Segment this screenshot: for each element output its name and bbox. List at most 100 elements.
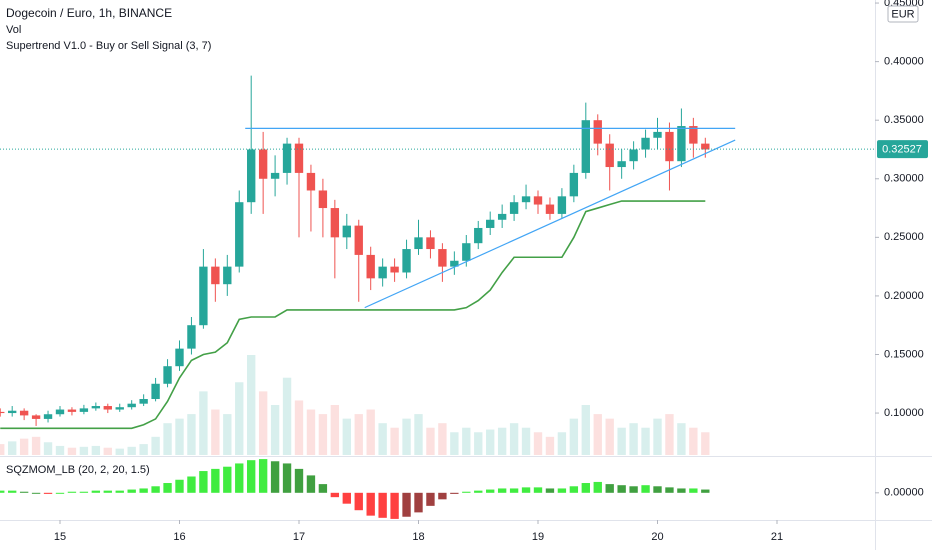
volume-bar (247, 355, 256, 455)
momentum-bar (450, 492, 459, 494)
candle-body (0, 411, 5, 414)
momentum-bar (151, 486, 160, 493)
volume-bar (294, 400, 304, 455)
candle-body (235, 202, 244, 267)
currency: EUR (891, 8, 914, 20)
candle-body (127, 403, 136, 408)
momentum-bar (139, 488, 148, 493)
candle-body (151, 383, 160, 400)
candle-body (677, 126, 686, 162)
y-tick-label: 0.15000 (884, 348, 924, 360)
momentum-bar (462, 491, 471, 493)
candle-body (581, 120, 590, 173)
candle-body (593, 120, 602, 144)
volume-bar (103, 447, 112, 455)
x-tick-label: 18 (412, 531, 424, 543)
volume-bar (199, 391, 208, 455)
volume-bar (378, 423, 387, 455)
candle-body (366, 254, 375, 279)
candle-body (175, 348, 184, 367)
candle-body (43, 414, 53, 419)
volume-bar (235, 382, 244, 455)
momentum-bar (426, 492, 435, 506)
last-price-box (877, 140, 928, 159)
momentum-bar (103, 490, 112, 493)
momentum-bar (354, 492, 363, 511)
candle-body (402, 249, 411, 273)
y-tick-label: 0.10000 (884, 407, 924, 419)
volume-bar (569, 418, 579, 455)
candle-body (665, 131, 674, 162)
momentum-bar (163, 483, 172, 493)
volume-bar (354, 414, 363, 455)
momentum-bar (581, 483, 590, 493)
candle-body (378, 266, 387, 279)
volume-bar (31, 436, 41, 455)
x-tick-label: 17 (293, 531, 305, 543)
candle-body (497, 213, 507, 220)
volume-bar (79, 446, 89, 455)
candle-body (474, 227, 483, 244)
momentum-bar (115, 490, 124, 493)
candle-body (19, 410, 29, 416)
volume-bar (91, 445, 101, 455)
volume-bar (474, 432, 483, 455)
momentum-bar (677, 488, 686, 493)
candle-body (223, 266, 232, 285)
momentum-bar (247, 460, 256, 493)
momentum-bar (569, 486, 579, 493)
momentum-bar (258, 459, 268, 493)
currency-box[interactable] (887, 5, 919, 23)
momentum-bar (91, 490, 101, 493)
volume-bar (557, 432, 567, 455)
volume-bar (163, 423, 172, 455)
volume-bar (521, 427, 531, 455)
momentum-bar (55, 492, 65, 494)
volume-bar (450, 432, 459, 455)
momentum-bar (545, 488, 555, 493)
candle-body (282, 143, 292, 173)
volume-bar (665, 414, 674, 455)
supertrend-legend: Supertrend V1.0 - Buy or Sell Signal (3,… (6, 40, 211, 52)
momentum-bar (342, 492, 351, 504)
y-tick-label: 0.25000 (884, 231, 924, 243)
candle-body (55, 409, 65, 415)
volume-bar (426, 427, 435, 455)
candle-body (199, 266, 208, 326)
momentum-bar (486, 489, 495, 493)
candle-body (103, 406, 112, 410)
candle-body (163, 366, 172, 384)
volume-bar (43, 442, 53, 455)
volume-bar (390, 427, 399, 455)
candle-body (294, 143, 304, 173)
momentum-bar (330, 492, 340, 498)
volume-bar (318, 414, 328, 455)
candle-body (701, 143, 710, 150)
y-tick-label: 0.45000 (884, 0, 924, 9)
volume-bar (342, 418, 351, 455)
candle-body (67, 409, 77, 412)
volume-bar (402, 418, 411, 455)
momentum-bar (294, 468, 304, 493)
momentum-bar (701, 489, 710, 493)
momentum-bar (533, 487, 543, 493)
candle-body (390, 266, 399, 273)
candle-body (641, 137, 650, 150)
volume-bar (67, 447, 77, 455)
momentum-legend: SQZMOM_LB (20, 2, 20, 1.5) (6, 464, 150, 476)
candle-body (318, 190, 328, 209)
volume-bar (211, 409, 220, 455)
candle-body (617, 161, 626, 168)
y-tick-label: 0.40000 (884, 56, 924, 68)
momentum-bar (79, 491, 89, 493)
momentum-bar (223, 466, 232, 493)
volume-bar (187, 414, 196, 455)
momentum-bar (31, 492, 41, 494)
candle-body (8, 410, 17, 414)
momentum-bar (617, 485, 626, 493)
candle-body (521, 196, 531, 203)
candle-body (462, 243, 471, 261)
candle-body (414, 237, 423, 250)
